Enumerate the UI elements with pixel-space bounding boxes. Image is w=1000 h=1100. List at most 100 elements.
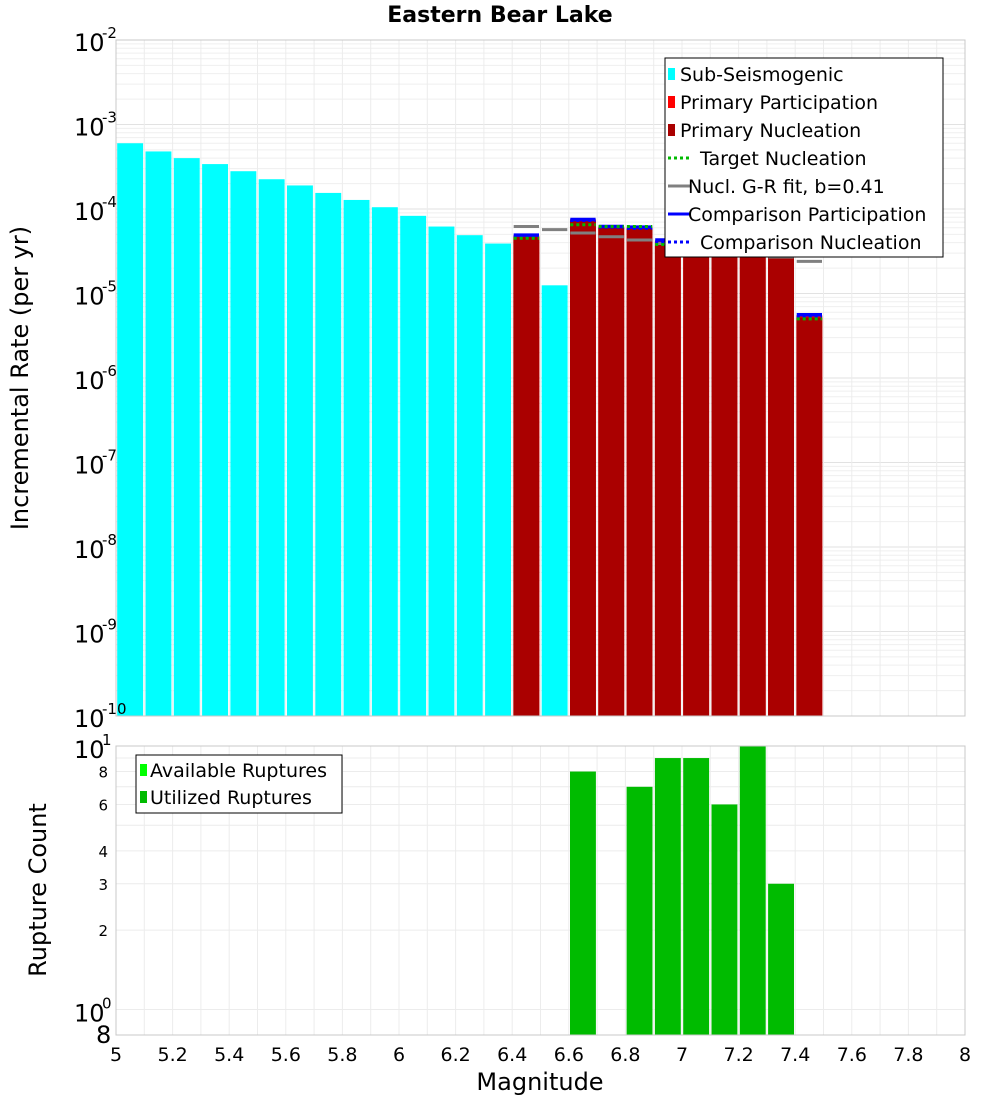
utilized-ruptures-bar bbox=[626, 786, 653, 1035]
y-tick-label: 10 bbox=[74, 367, 105, 395]
x-ticks: 5 5.2 5.4 5.6 5.8 6 6.2 6.4 6.6 6.8 7 7.2 7.4 7.6 7.8 8 bbox=[110, 1044, 971, 1066]
x-axis-label: Magnitude bbox=[476, 1068, 603, 1096]
chart-title: Eastern Bear Lake bbox=[387, 3, 612, 28]
sub-seismogenic-bar bbox=[456, 235, 483, 716]
utilized-ruptures-bars bbox=[570, 746, 794, 1035]
y-tick-label: 10 bbox=[74, 621, 105, 649]
sub-seismogenic-bar bbox=[173, 158, 200, 717]
x-tick-label: 5.6 bbox=[271, 1044, 301, 1066]
utilized-ruptures-bar bbox=[711, 804, 738, 1035]
sub-seismogenic-bar bbox=[315, 192, 342, 716]
primary-nucleation-bars bbox=[513, 220, 823, 717]
bottom-plot-frame bbox=[115, 745, 966, 1036]
y-tick-label: 8 bbox=[98, 764, 108, 782]
utilized-ruptures-bar bbox=[739, 746, 766, 1035]
sub-seismogenic-bar bbox=[202, 164, 228, 716]
sub-seismogenic-bar bbox=[230, 171, 257, 716]
x-tick-label: 7.4 bbox=[780, 1044, 810, 1066]
utilized-ruptures-bar bbox=[570, 771, 596, 1035]
bottom-grid bbox=[115, 745, 966, 1035]
legend-label: Utilized Ruptures bbox=[150, 787, 312, 809]
sub-seismogenic-bar bbox=[145, 151, 172, 716]
x-tick-label: 6.2 bbox=[440, 1044, 470, 1066]
y-tick-exponent: 1 bbox=[102, 731, 112, 749]
legend-label: Primary Nucleation bbox=[680, 120, 861, 142]
y-tick-exponent: -5 bbox=[102, 278, 117, 296]
legend-box bbox=[135, 754, 343, 814]
y-tick-label: 8 bbox=[96, 1021, 111, 1049]
y-axis-label: Incremental Rate (per yr) bbox=[6, 226, 34, 530]
sub-seismogenic-bar bbox=[400, 215, 427, 717]
bottom-y-axis-label: Rupture Count bbox=[24, 803, 52, 977]
legend-label: Sub-Seismogenic bbox=[680, 64, 844, 86]
legend-label: Available Ruptures bbox=[150, 760, 327, 782]
primary-nucleation-bar bbox=[796, 317, 823, 716]
y-tick-exponent: -4 bbox=[102, 193, 117, 211]
primary-nucleation-bar bbox=[711, 249, 738, 716]
y-tick-label: 10 bbox=[74, 705, 105, 733]
sub-seismogenic-bar bbox=[371, 207, 398, 716]
top-y-ticks: 10-210-310-410-510-610-710-810-910-10 bbox=[74, 24, 127, 733]
y-tick-exponent: -6 bbox=[102, 362, 117, 380]
x-tick-label: 6.8 bbox=[610, 1044, 640, 1066]
legend-swatch bbox=[140, 791, 147, 803]
legend-label: Nucl. G-R fit, b=0.41 bbox=[688, 176, 885, 198]
sub-seismogenic-bar bbox=[343, 199, 370, 717]
bottom-legend: Available Ruptures Utilized Ruptures bbox=[135, 754, 343, 814]
y-tick-label: 2 bbox=[98, 922, 108, 940]
x-tick-label: 7.8 bbox=[893, 1044, 923, 1066]
x-tick-label: 7.6 bbox=[837, 1044, 867, 1066]
y-tick-label: 10 bbox=[74, 114, 105, 142]
sub-seismogenic-bar bbox=[258, 179, 285, 716]
x-tick-label: 5.4 bbox=[214, 1044, 244, 1066]
y-tick-label: 10 bbox=[74, 29, 105, 57]
top-plot-frame bbox=[115, 39, 966, 717]
y-tick-label: 10 bbox=[74, 536, 105, 564]
legend-swatch bbox=[140, 764, 147, 776]
primary-nucleation-bar bbox=[570, 220, 596, 716]
primary-nucleation-bar bbox=[768, 246, 794, 716]
legend-label: Target Nucleation bbox=[699, 148, 867, 170]
x-tick-label: 7 bbox=[676, 1044, 688, 1066]
sub-seismogenic-bar bbox=[117, 143, 144, 716]
x-tick-label: 6 bbox=[393, 1044, 405, 1066]
y-tick-label: 10 bbox=[74, 999, 105, 1027]
primary-nucleation-bar bbox=[683, 248, 710, 716]
x-tick-label: 6.4 bbox=[497, 1044, 527, 1066]
primary-nucleation-bar bbox=[513, 237, 540, 716]
utilized-ruptures-bar bbox=[683, 758, 710, 1035]
legend-swatch bbox=[668, 124, 675, 136]
sub-seismogenic-bar bbox=[428, 226, 455, 716]
y-tick-exponent: -9 bbox=[102, 616, 117, 634]
legend-label: Comparison Nucleation bbox=[700, 232, 922, 254]
primary-nucleation-bar bbox=[739, 246, 766, 716]
primary-nucleation-bar bbox=[598, 227, 625, 716]
legend-label: Comparison Participation bbox=[688, 204, 926, 226]
x-tick-label: 5 bbox=[110, 1044, 122, 1066]
top-legend: Sub-Seismogenic Primary Participation Prim… bbox=[664, 57, 944, 258]
y-tick-label: 10 bbox=[74, 283, 105, 311]
sub-seismogenic-bars bbox=[117, 143, 568, 717]
y-tick-exponent: -8 bbox=[102, 531, 117, 549]
y-tick-exponent: -10 bbox=[102, 700, 127, 718]
sub-seismogenic-bar bbox=[287, 185, 313, 717]
legend-swatch bbox=[668, 68, 675, 80]
x-tick-label: 5.8 bbox=[327, 1044, 357, 1066]
x-tick-label: 7.2 bbox=[723, 1044, 753, 1066]
x-tick-label: 6.6 bbox=[554, 1044, 584, 1066]
y-tick-label: 10 bbox=[74, 198, 105, 226]
y-tick-label: 3 bbox=[98, 876, 108, 894]
y-tick-label: 4 bbox=[98, 843, 108, 861]
sub-seismogenic-bar bbox=[541, 285, 568, 716]
y-tick-label: 10 bbox=[74, 736, 105, 764]
x-tick-label: 8 bbox=[959, 1044, 971, 1066]
y-tick-exponent: -7 bbox=[102, 447, 117, 465]
primary-nucleation-bar bbox=[626, 228, 653, 716]
y-tick-exponent: -3 bbox=[102, 109, 117, 127]
primary-nucleation-bar bbox=[654, 242, 681, 717]
utilized-ruptures-bar bbox=[768, 883, 794, 1035]
legend-swatch bbox=[668, 96, 675, 108]
legend-box bbox=[664, 57, 944, 258]
